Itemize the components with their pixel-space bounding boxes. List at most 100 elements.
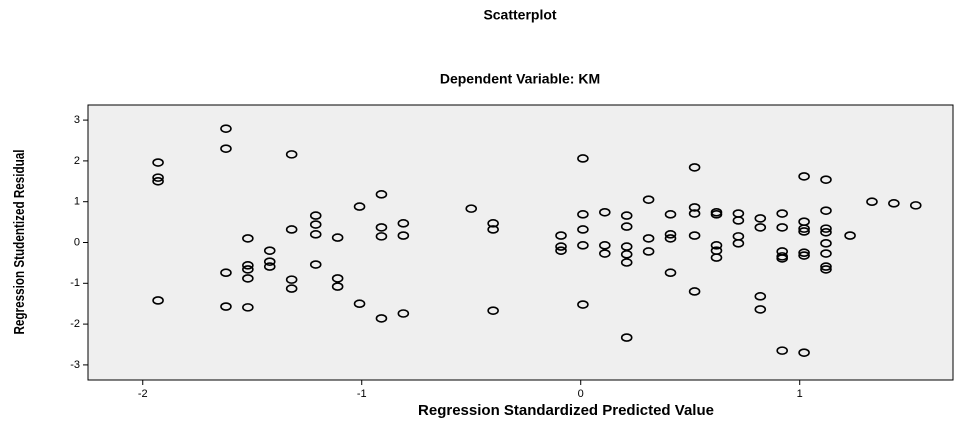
point [620,333,633,342]
point [642,247,655,256]
chart-title: Scatterplot [483,7,556,23]
point [577,225,589,234]
point [152,296,164,305]
x-tick-label: -2 [138,388,148,400]
point [331,233,344,242]
point [664,268,677,277]
point [688,209,701,218]
point [820,265,832,274]
point [152,158,164,167]
point [577,241,589,250]
point [888,199,900,208]
point [577,300,589,309]
point [220,268,232,277]
point [487,219,499,228]
point [776,346,788,355]
point [465,204,478,213]
y-axis-label: Regression Studentized Residual [11,149,28,334]
point [242,261,254,270]
y-tick-label: -1 [70,277,80,289]
point [798,227,810,236]
point [642,195,655,204]
point [487,225,499,234]
point [375,190,388,199]
point [866,197,878,206]
point [798,172,810,181]
point [309,260,322,269]
point [577,154,589,163]
point [599,208,611,217]
point [820,175,832,184]
point [309,230,322,239]
point [397,231,410,240]
point [820,224,832,233]
point [710,210,723,219]
point [331,282,344,291]
point [798,224,810,233]
point [285,150,298,159]
point [220,124,232,133]
point [620,211,633,220]
point [798,248,810,258]
point [220,302,232,311]
point [375,223,388,232]
x-axis-label: Regression Standardized Predicted Value [418,402,714,419]
y-tick-label: -3 [70,359,80,371]
point [798,348,810,357]
point [599,249,611,258]
y-tick-label: 3 [74,114,80,126]
point [487,306,499,315]
point [909,201,922,210]
point [242,303,254,312]
point [776,254,788,263]
point [577,210,589,219]
point [620,258,633,267]
point [309,220,322,229]
point [776,223,788,232]
point [664,230,677,239]
point [754,214,767,223]
point [820,227,832,237]
y-tick-label: 1 [74,196,80,208]
point [285,225,298,234]
point [375,314,388,323]
y-tick-label: -2 [70,318,80,330]
point [375,232,388,241]
chart-subtitle: Dependent Variable: KM [440,71,600,87]
point [688,203,701,212]
point [263,257,276,266]
point [820,239,832,248]
point [844,231,856,240]
point [710,241,723,250]
point [754,223,767,232]
point [820,249,832,258]
point [152,173,164,182]
point [732,216,745,225]
point [242,265,254,274]
point [664,234,677,243]
point [263,262,276,271]
point [688,287,701,296]
point [732,239,745,248]
point [820,206,832,215]
y-tick-label: 0 [74,236,80,248]
point [754,305,767,314]
point [599,241,611,250]
point [820,262,832,271]
point [397,309,410,318]
point [152,176,164,186]
point [776,209,788,218]
point [353,202,366,211]
point [285,275,298,284]
plot-area [87,104,954,381]
point [798,251,810,260]
point [642,234,655,243]
point [397,219,410,228]
y-tick-label: 2 [74,155,80,167]
point [620,250,633,259]
x-tick-label: -1 [357,388,367,400]
point [263,246,276,255]
point [242,274,254,283]
x-tick-label: 0 [578,388,584,400]
